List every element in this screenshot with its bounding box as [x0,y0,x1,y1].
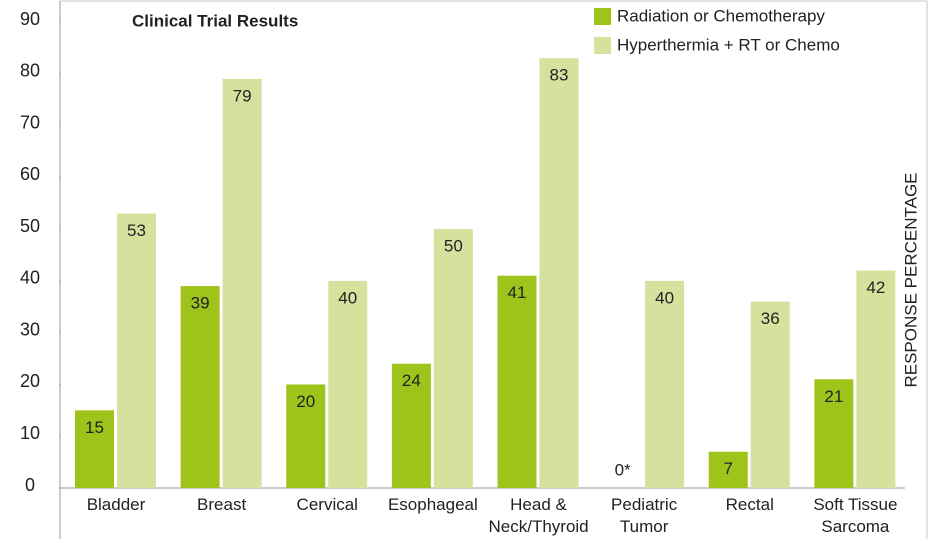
bar [391,363,431,488]
legend-label: Radiation or Chemotherapy [617,6,825,25]
bar [75,410,114,488]
bar [117,213,156,489]
bar [328,280,368,488]
x-tick-label: Head & Neck/Thyroid [488,495,589,536]
bar [708,451,748,488]
bar [539,58,579,488]
y-tick-label: 90 [20,9,40,29]
x-tick-label: Cervical [296,495,358,514]
bar [222,78,262,488]
x-tick-label: Bladder [86,495,146,514]
data-label: 15 [85,418,104,437]
legend-label: Hyperthermia + RT or Chemo [617,35,840,54]
y-tick-label: 70 [20,112,40,132]
data-label: 21 [824,387,843,406]
y-tick-label: 0 [25,475,35,495]
data-label: 36 [761,309,780,328]
y-tick-label: 40 [20,268,40,288]
y-tick-label: 80 [20,61,40,81]
bar [645,280,685,488]
data-label: 40 [338,288,357,307]
data-label: 41 [508,283,527,302]
bar [497,275,537,488]
bar [814,379,854,488]
bar [750,301,790,488]
data-label: 40 [655,288,674,307]
x-tick-label: Pediatric Tumor [611,495,678,536]
data-label: 53 [127,221,146,240]
legend-swatch [594,37,611,54]
y-tick-label: 50 [20,216,40,236]
data-label: 39 [191,294,210,313]
bar [286,384,326,488]
bar [856,270,896,488]
y-axis-label: RESPONSE PERCENTAGE [901,172,920,387]
data-label: 79 [233,86,252,105]
x-tick-label: Esophageal [387,495,478,514]
data-label: 7 [724,459,733,478]
data-label: 50 [444,237,463,256]
chart-title: Clinical Trial Results [132,11,298,30]
y-tick-label: 10 [20,423,40,443]
y-tick-label: 60 [20,164,40,184]
x-tick-label: Breast [197,495,247,514]
x-tick-label: Rectal [725,495,774,514]
data-label: 24 [402,371,421,390]
data-label: 83 [550,66,569,85]
y-tick-label: 30 [20,319,40,339]
bar [433,229,473,488]
data-label: 0* [615,460,631,479]
data-label: 42 [866,278,885,297]
x-tick-label: Soft Tissue Sarcoma [813,495,898,536]
y-tick-label: 20 [20,371,40,391]
data-label: 20 [296,392,315,411]
bar [180,286,220,488]
legend-swatch [594,8,611,25]
